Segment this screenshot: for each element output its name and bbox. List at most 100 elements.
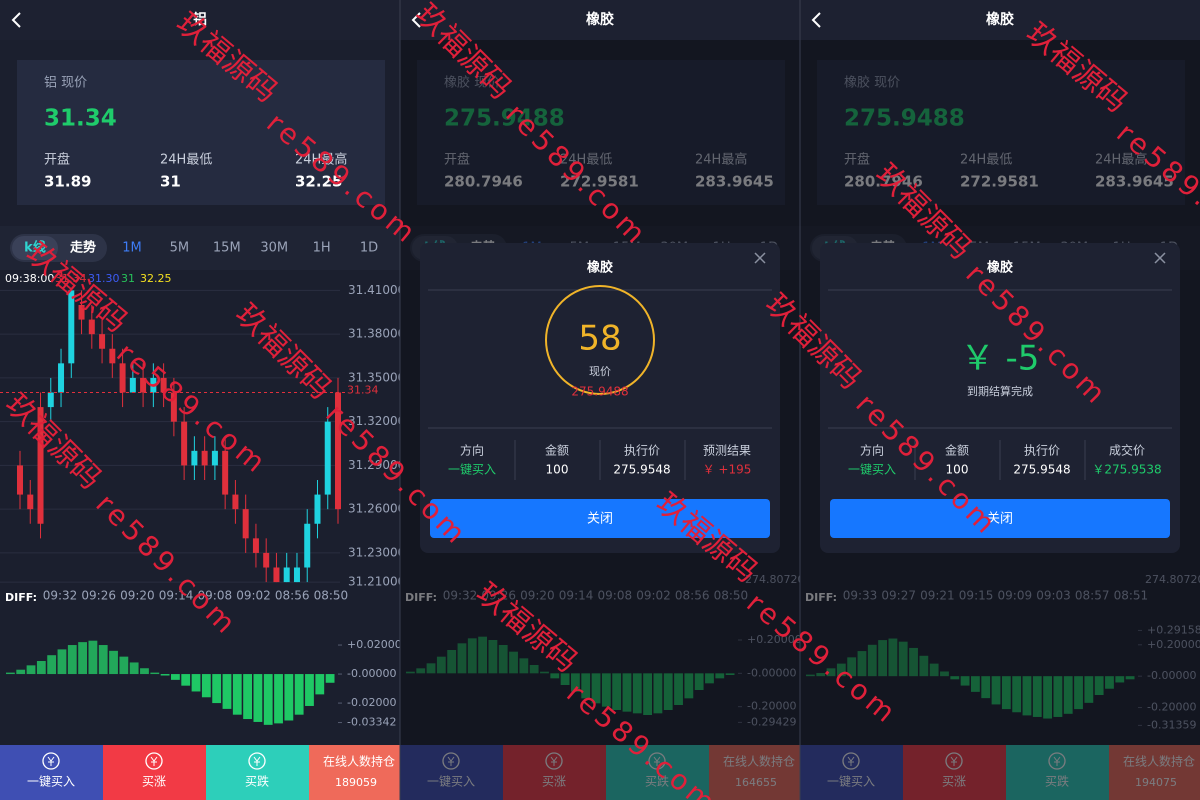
candle-body [17, 465, 23, 495]
candle-body [119, 363, 126, 393]
indicator-legend: 31.34 [55, 272, 87, 285]
price-label: 铝 现价 [44, 76, 87, 91]
y-tick-label: 31.29000 [348, 458, 405, 472]
modal [420, 243, 780, 553]
candle-body [129, 377, 136, 393]
candle-body [47, 392, 54, 408]
close-button[interactable] [830, 499, 1170, 538]
modal-title: 橡胶 [587, 260, 613, 276]
button-label[interactable]: 买涨 [142, 774, 166, 789]
y-tick-label: 31.38000 [348, 327, 405, 341]
candle-body [160, 377, 167, 393]
page-title: 橡胶 [586, 11, 614, 28]
period[interactable]: 1M [122, 241, 142, 256]
candle-body [222, 450, 229, 495]
candle-body [37, 407, 44, 524]
table-header: 执行价 [624, 444, 660, 458]
stat-value: 32.25 [295, 173, 342, 191]
back-button[interactable] [11, 12, 21, 28]
close-icon[interactable] [1154, 252, 1166, 264]
macd-bar [181, 674, 191, 686]
action-button[interactable] [0, 745, 103, 800]
button-label[interactable]: 买跌 [245, 774, 269, 789]
action-button[interactable] [309, 745, 400, 800]
stat-value: 31 [160, 173, 181, 191]
price-card [17, 60, 385, 205]
action-button[interactable] [103, 745, 206, 800]
x-tick-label: 09:26 [81, 589, 116, 603]
tab[interactable]: 走势 [70, 240, 96, 256]
candle-body [58, 363, 65, 393]
macd-bar [212, 674, 222, 704]
back-button[interactable] [811, 12, 821, 28]
candle-body [252, 538, 259, 553]
close-icon[interactable] [754, 252, 766, 264]
candle-body [88, 319, 95, 335]
period[interactable]: 15M [213, 241, 241, 256]
page-title: 橡胶 [986, 11, 1014, 28]
price-label: 现价 [589, 365, 611, 378]
table-value: 275.9548 [1013, 463, 1070, 477]
y-tick-label: 31.32000 [348, 414, 405, 428]
close-button-label[interactable]: 关闭 [587, 512, 613, 527]
y-tick-label: +0.02000 [347, 638, 402, 651]
stat-label: 24H最低 [160, 153, 212, 168]
macd-bar [171, 674, 180, 680]
status: 到期结算完成 [967, 384, 1033, 398]
button-label[interactable]: 一键买入 [27, 775, 75, 789]
candle-body [283, 567, 290, 583]
header [0, 0, 400, 40]
candle-body [181, 421, 188, 466]
candle-body [273, 567, 280, 583]
macd-bar [6, 672, 15, 675]
action-button[interactable] [206, 745, 309, 800]
period[interactable]: 1D [360, 241, 378, 256]
indicator-legend: 31 [121, 272, 135, 285]
candle-body [78, 305, 85, 320]
tab-active [12, 236, 58, 260]
button-label[interactable]: 在线人数持仓 [323, 754, 395, 769]
modal [820, 243, 1180, 553]
back-button[interactable] [411, 12, 421, 28]
macd-bar [150, 672, 160, 675]
indicator-legend: 32.25 [140, 272, 172, 285]
candle-body [242, 509, 249, 539]
macd-bar [232, 674, 242, 715]
macd-bar [119, 656, 129, 675]
period[interactable]: 5M [170, 241, 190, 256]
candle-body [232, 494, 239, 510]
macd-bar [16, 669, 26, 675]
current-price: 31.34 [44, 106, 117, 132]
close-button[interactable] [430, 499, 770, 538]
x-tick-label: 08:56 [275, 589, 310, 603]
y-tick-label: -0.03342 [347, 716, 396, 729]
period[interactable]: 1H [313, 241, 331, 256]
table-header: 金额 [945, 443, 969, 458]
macd-bar [284, 674, 294, 721]
table-value: 一键买入 [448, 463, 496, 477]
table-value: 100 [546, 463, 569, 477]
macd-bar [36, 660, 46, 675]
price-line-label: 31.34 [347, 384, 379, 397]
period[interactable]: 30M [260, 241, 288, 256]
macd-bar [57, 649, 67, 675]
tab[interactable]: k线 [24, 240, 46, 256]
macd-bar [243, 674, 252, 720]
button-icon [47, 756, 55, 766]
button-icon [248, 752, 266, 770]
close-button-label[interactable]: 关闭 [987, 512, 1013, 527]
x-tick-label: 09:02 [236, 589, 271, 603]
header [400, 0, 800, 40]
countdown-ring [545, 285, 655, 395]
table-header: 金额 [545, 443, 569, 458]
x-tick-label: 09:14 [159, 589, 194, 603]
candle-body [335, 392, 341, 510]
macd-bar [294, 674, 304, 715]
table-header: 方向 [860, 443, 884, 458]
y-tick-label: 31.23000 [348, 545, 405, 559]
indicator-legend: 09:38:00 [5, 272, 54, 285]
macd-bar [129, 662, 139, 675]
candle-body [27, 494, 34, 510]
